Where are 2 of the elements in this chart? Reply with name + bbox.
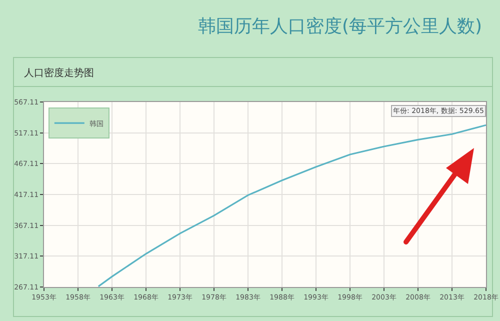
chart-subtitle: 人口密度走势图 (24, 66, 94, 80)
chart-title: 韩国历年人口密度(每平方公里人数) (196, 15, 484, 38)
